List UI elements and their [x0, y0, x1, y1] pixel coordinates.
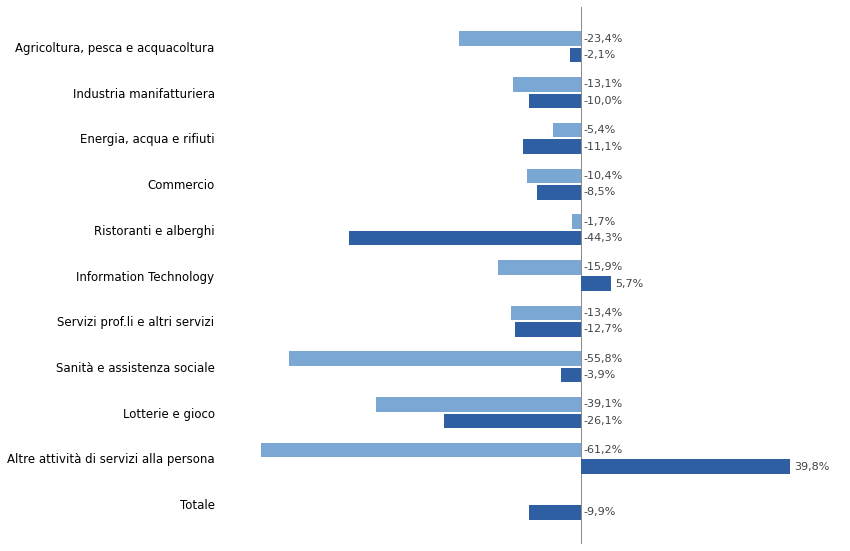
Text: -55,8%: -55,8%	[583, 354, 622, 364]
Text: -2,1%: -2,1%	[583, 50, 615, 60]
Bar	[581, 277, 611, 291]
Text: -26,1%: -26,1%	[583, 416, 622, 426]
Text: -23,4%: -23,4%	[583, 34, 623, 44]
Bar	[445, 414, 581, 428]
Text: -13,1%: -13,1%	[583, 79, 622, 89]
Bar	[459, 31, 581, 46]
Text: -8,5%: -8,5%	[583, 187, 615, 197]
Bar	[572, 214, 581, 229]
Bar	[561, 368, 581, 382]
Bar	[349, 231, 581, 245]
Text: -3,9%: -3,9%	[583, 370, 615, 380]
Text: -13,4%: -13,4%	[583, 308, 622, 318]
Bar	[523, 139, 581, 154]
Bar	[530, 505, 581, 520]
Bar	[511, 306, 581, 320]
Text: -39,1%: -39,1%	[583, 399, 622, 409]
Bar	[527, 169, 581, 183]
Text: -15,9%: -15,9%	[583, 262, 622, 272]
Bar	[581, 460, 790, 474]
Text: -12,7%: -12,7%	[583, 325, 623, 334]
Bar	[529, 94, 581, 108]
Bar	[536, 185, 581, 199]
Bar	[377, 397, 581, 412]
Bar	[513, 77, 581, 91]
Bar	[498, 260, 581, 274]
Text: -10,0%: -10,0%	[583, 96, 622, 106]
Text: -5,4%: -5,4%	[583, 125, 615, 135]
Bar	[514, 322, 581, 337]
Text: -1,7%: -1,7%	[583, 217, 615, 226]
Bar	[261, 443, 581, 457]
Bar	[289, 352, 581, 366]
Text: -9,9%: -9,9%	[583, 507, 615, 517]
Text: 39,8%: 39,8%	[794, 462, 830, 472]
Text: -10,4%: -10,4%	[583, 171, 622, 181]
Bar	[552, 123, 581, 137]
Text: 5,7%: 5,7%	[615, 279, 643, 289]
Text: -11,1%: -11,1%	[583, 142, 622, 152]
Text: -44,3%: -44,3%	[583, 233, 623, 243]
Text: -61,2%: -61,2%	[583, 445, 622, 455]
Bar	[570, 48, 581, 62]
